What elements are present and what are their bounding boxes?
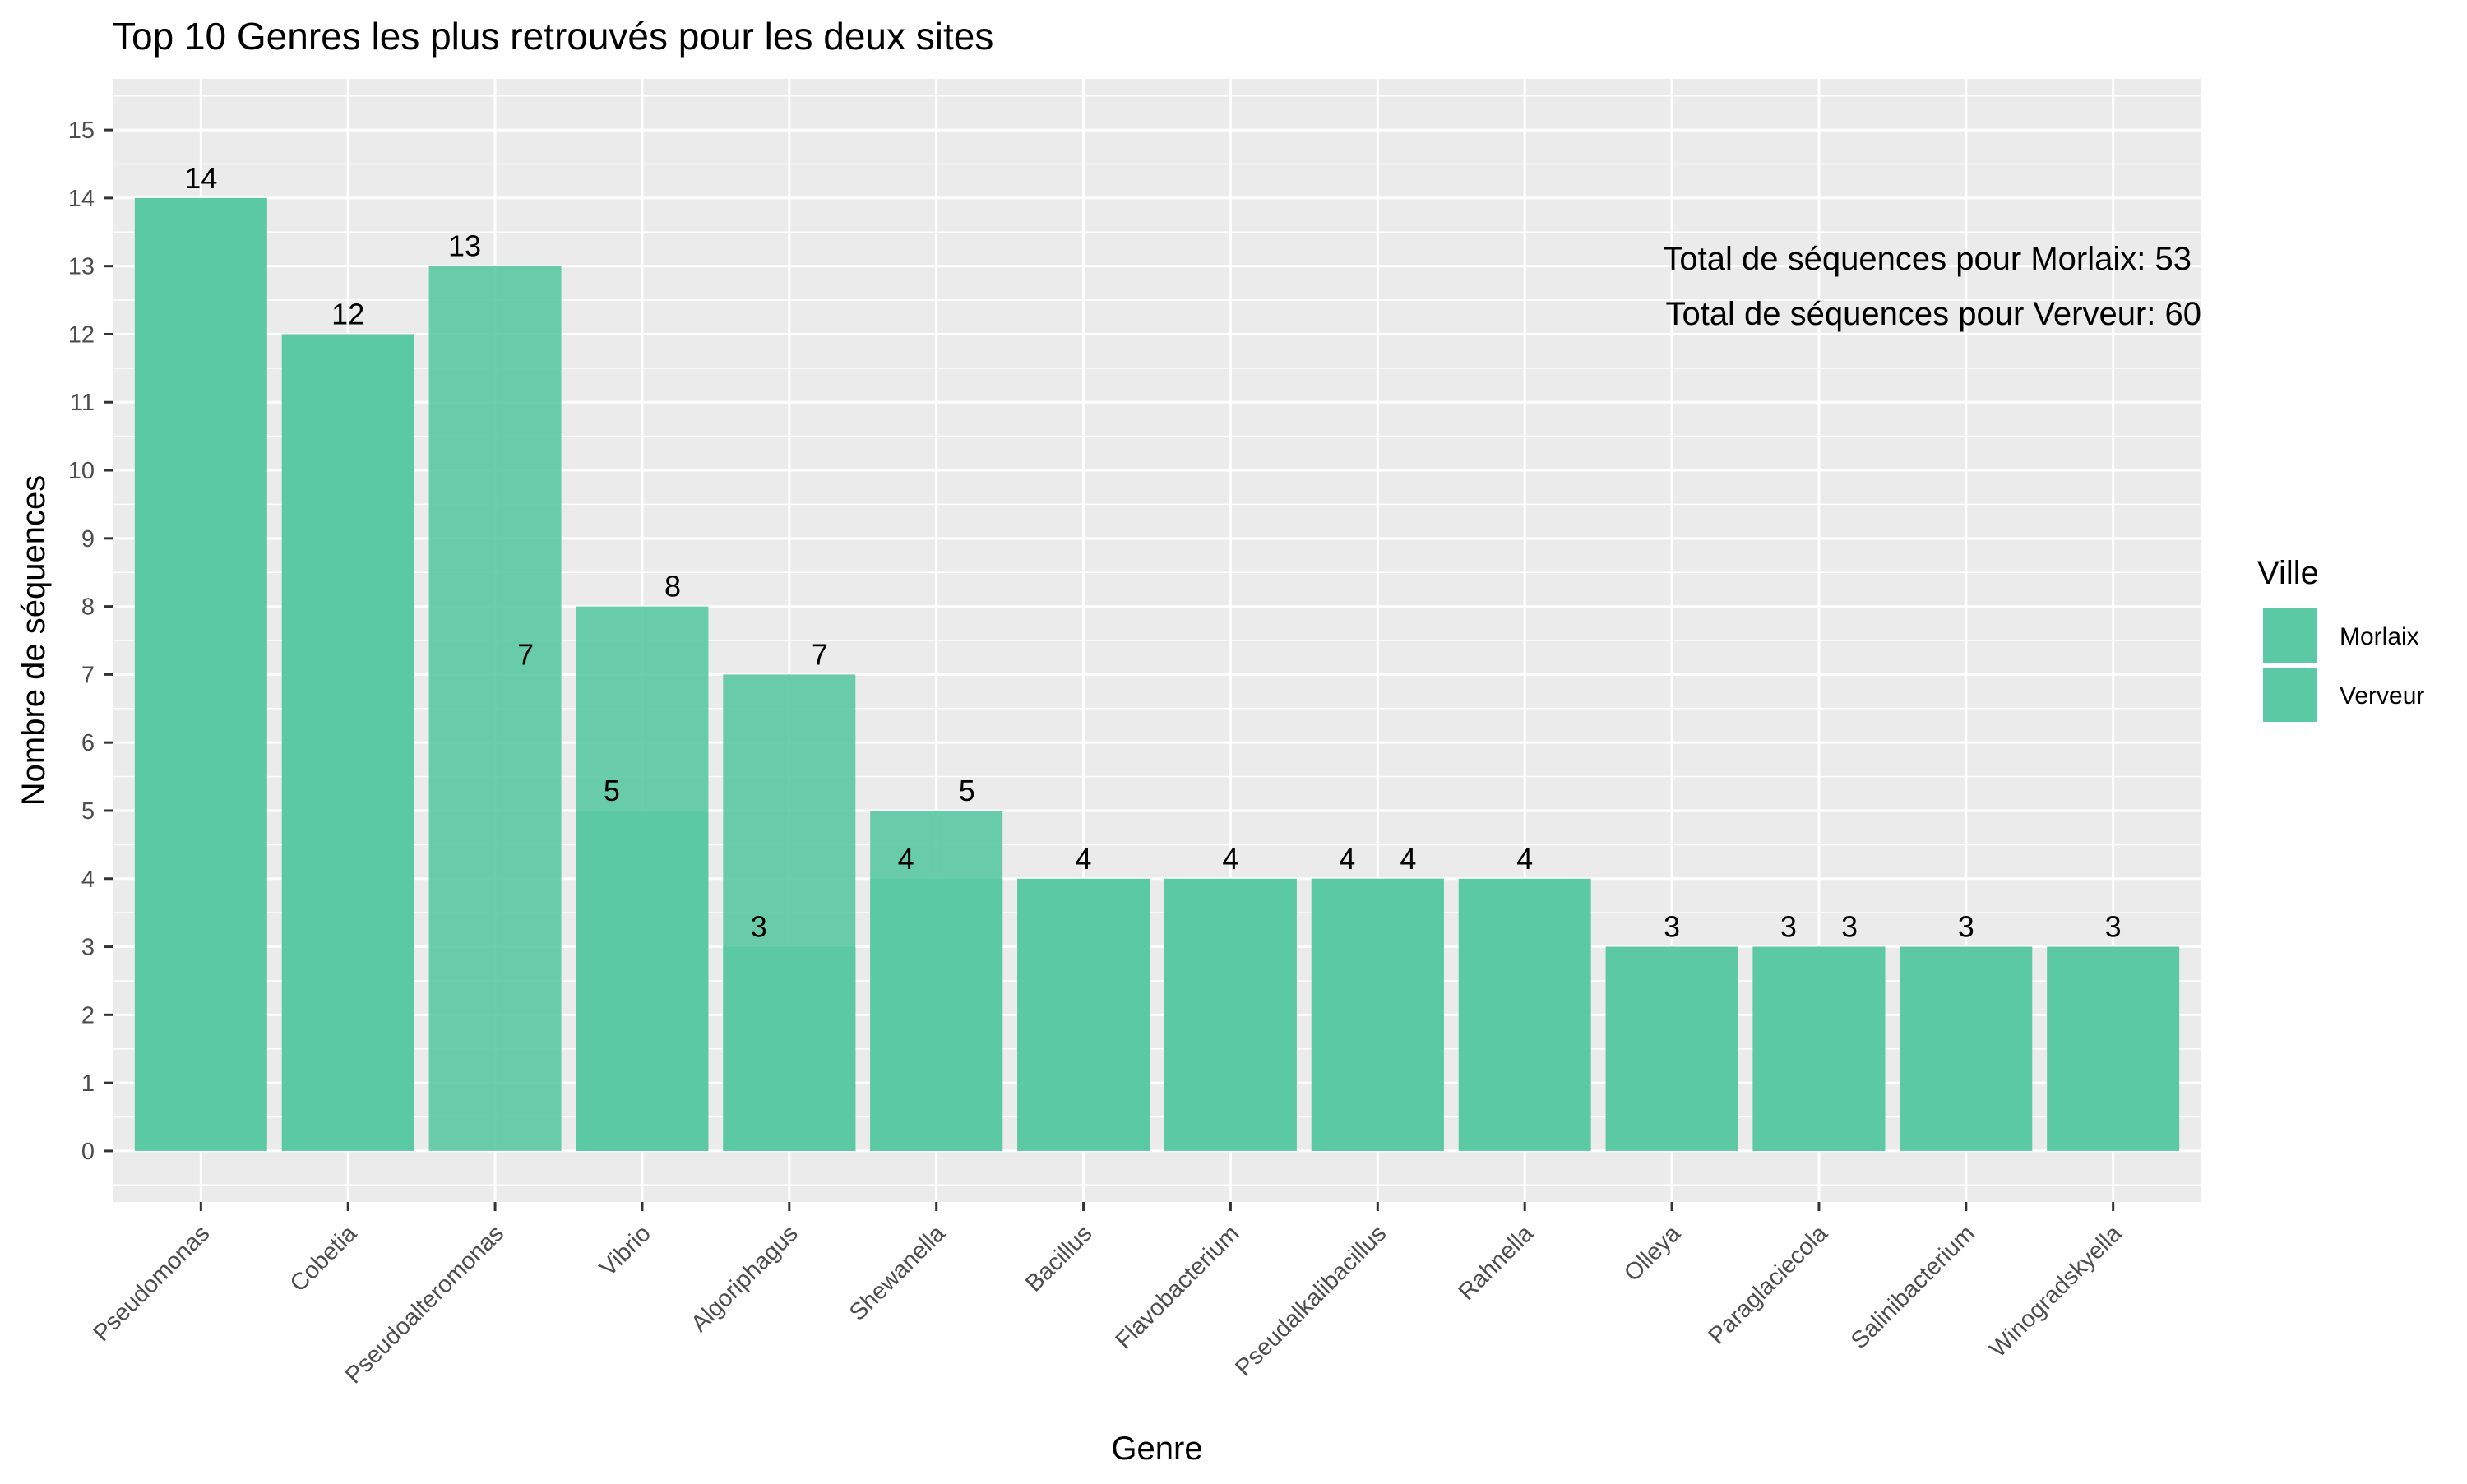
bar-verveur-pseudalkalibacillus: [1311, 878, 1444, 1151]
bar-value-label: 4: [1222, 842, 1238, 876]
y-tick-label: 7: [81, 662, 95, 688]
bar-value-label: 14: [184, 161, 217, 195]
bar-value-label: 8: [664, 570, 681, 603]
bars: [134, 197, 2180, 1151]
bar-verveur-algoriphagus: [723, 674, 856, 1151]
legend-key-verveur: [2263, 668, 2317, 722]
bar-verveur-pseudoalteromonas: [428, 266, 562, 1151]
bar-value-label: 7: [812, 637, 828, 671]
annotation-total-morlaix: Total de séquences pour Morlaix: 53: [1663, 241, 2192, 277]
y-tick-label: 10: [68, 458, 95, 484]
bar-value-label: 4: [1076, 842, 1092, 876]
bar-verveur-vibrio: [576, 606, 709, 1151]
chart-title: Top 10 Genres les plus retrouvés pour le…: [113, 15, 993, 58]
y-tick-label: 13: [68, 254, 95, 280]
y-tick-label: 3: [81, 935, 95, 961]
y-tick-label: 0: [81, 1139, 95, 1165]
bar-value-label: 7: [517, 637, 534, 671]
bar-value-label: 4: [898, 842, 914, 876]
legend-title: Ville: [2257, 555, 2319, 591]
y-tick-label: 6: [81, 730, 95, 756]
bar-morlaix-bacillus: [1017, 878, 1150, 1151]
bar-value-label: 3: [751, 910, 767, 944]
bar-verveur-paraglaciecola: [1752, 946, 1886, 1151]
bar-morlaix-cobetia: [281, 334, 414, 1151]
bar-morlaix-rahnella: [1458, 878, 1591, 1151]
y-axis-title: Nombre de séquences: [16, 475, 52, 806]
y-tick-label: 8: [81, 594, 95, 621]
y-tick-label: 5: [81, 798, 95, 825]
bar-value-label: 3: [1780, 910, 1797, 944]
bar-value-label: 13: [448, 229, 481, 263]
bar-labels: 14 12 13 7 5 8 3 7 4 5 4 4 4 4 4 3 3 3 3 3: [184, 161, 2121, 944]
y-tick-label: 15: [68, 118, 95, 144]
bar-morlaix-olleya: [1605, 946, 1738, 1151]
bar-value-label: 4: [1516, 842, 1533, 876]
legend-label-morlaix: Morlaix: [2340, 623, 2419, 650]
legend: Ville Morlaix Verveur: [2257, 555, 2424, 722]
y-tick-label: 4: [81, 867, 95, 893]
bar-value-label: 12: [331, 297, 364, 331]
annotation-total-verveur: Total de séquences pour Verveur: 60: [1665, 296, 2201, 332]
bar-value-label: 3: [1841, 910, 1858, 944]
bar-morlaix-flavobacterium: [1164, 878, 1297, 1151]
y-tick-label: 1: [81, 1070, 95, 1097]
x-axis-title: Genre: [1111, 1431, 1202, 1467]
bar-value-label: 5: [604, 774, 620, 807]
bar-value-label: 3: [1664, 910, 1680, 944]
bar-value-label: 4: [1400, 842, 1416, 876]
bar-morlaix-pseudomonas: [134, 197, 267, 1151]
legend-label-verveur: Verveur: [2340, 682, 2424, 710]
bar-morlaix-winogradskyella: [2047, 946, 2180, 1151]
y-tick-label: 14: [68, 186, 95, 212]
bar-value-label: 3: [1958, 910, 1974, 944]
bar-value-label: 5: [959, 774, 975, 807]
y-tick-label: 2: [81, 1002, 95, 1029]
bar-morlaix-salinibacterium: [1900, 946, 2033, 1151]
y-tick-label: 11: [70, 390, 95, 416]
bar-value-label: 4: [1339, 842, 1355, 876]
bar-verveur-shewanella: [870, 810, 1003, 1151]
legend-key-morlaix: [2263, 608, 2317, 663]
y-tick-label: 9: [81, 526, 95, 552]
y-tick-label: 12: [68, 321, 95, 348]
bar-value-label: 3: [2105, 910, 2122, 944]
